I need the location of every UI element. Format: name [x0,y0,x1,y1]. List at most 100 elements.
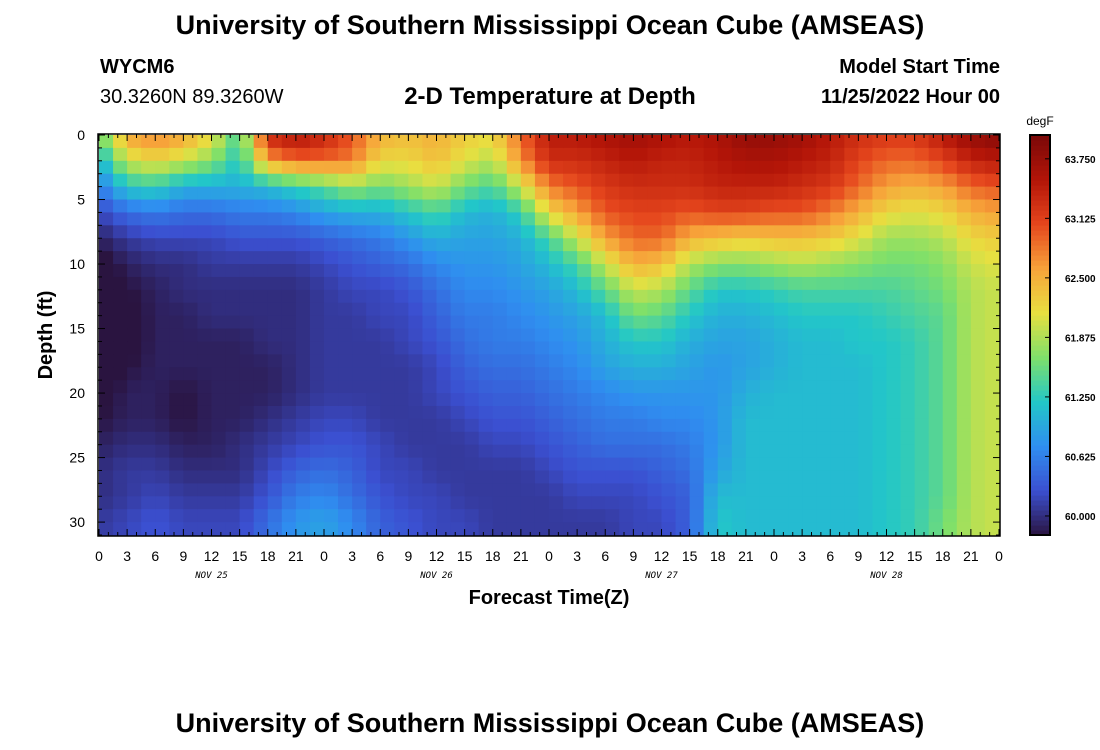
heatmap-cell [394,212,409,226]
heatmap-cell [183,470,199,484]
heatmap-cell [422,199,438,214]
heatmap-cell [563,457,578,472]
heatmap-cell [774,341,789,355]
heatmap-cell [366,522,381,536]
heatmap-cell [900,160,916,175]
colorbar-segment [1030,220,1050,226]
heatmap-cell [816,483,831,497]
heatmap-cell [534,264,550,278]
heatmap-cell [703,496,719,510]
heatmap-cell [577,302,592,317]
heatmap-cell [324,302,339,317]
heatmap-cell [802,470,817,484]
heatmap-cell [366,212,381,226]
heatmap-cell [113,251,128,265]
heatmap-cell [506,354,522,368]
heatmap-cell [914,354,930,368]
heatmap-cell [478,418,494,433]
heatmap-cell [563,341,578,355]
heatmap-cell [394,302,409,317]
heatmap-cell [506,225,522,239]
heatmap-cell [436,341,452,355]
heatmap-cell [759,225,775,239]
heatmap-cell [436,457,452,472]
heatmap-cell [169,225,184,239]
heatmap-cell [774,418,789,433]
heatmap-cell [647,147,663,162]
heatmap-cell [759,135,775,149]
heatmap-cell [689,354,705,368]
heatmap-cell [197,212,213,226]
heatmap-cell [408,431,424,446]
day-label: NOV 27 [644,571,678,581]
heatmap-cell [858,199,874,214]
heatmap-cell [534,367,550,381]
heatmap-cell [872,147,888,162]
heatmap-cell [324,367,339,381]
heatmap-cell [492,315,508,330]
heatmap-cell [99,264,114,278]
heatmap-cell [970,186,986,201]
heatmap-cell [464,264,480,278]
heatmap-cell [956,444,972,459]
heatmap-cell [141,341,156,355]
heatmap-cell [338,431,353,446]
heatmap-cell [717,418,733,433]
colorbar-segment [1030,275,1050,281]
heatmap-cell [661,225,677,239]
heatmap-cell [183,135,199,149]
x-tick-label: 15 [907,548,923,564]
heatmap-cell [549,431,564,446]
heatmap-cell [619,496,634,510]
heatmap-cell [633,380,649,394]
heatmap-cell [506,405,522,420]
heatmap-cell [183,522,199,536]
heatmap-cell [394,341,409,355]
heatmap-cell [324,444,339,459]
colorbar-segment [1030,285,1050,291]
heatmap-cell [394,522,409,536]
heatmap-cell [872,444,888,459]
heatmap-cell [914,444,930,459]
heatmap-cell [183,418,199,433]
heatmap-cell [689,302,705,317]
heatmap-cell [352,418,367,433]
heatmap-cell [520,405,536,420]
heatmap-cell [492,147,508,162]
heatmap-cell [422,225,438,239]
heatmap-cell [549,328,564,343]
heatmap-cell [984,509,1000,523]
heatmap-cell [914,276,930,291]
heatmap-cell [99,238,114,252]
heatmap-cell [647,509,663,523]
heatmap-cell [352,315,367,330]
heatmap-cell [141,496,156,510]
heatmap-cell [816,509,831,523]
heatmap-cell [141,483,156,497]
heatmap-cell [506,457,522,472]
heatmap-cell [492,328,508,343]
heatmap-cell [872,212,888,226]
heatmap-cell [900,341,916,355]
heatmap-cell [211,315,227,330]
heatmap-cell [127,418,142,433]
heatmap-cell [872,276,888,291]
heatmap-cell [745,135,761,149]
heatmap-cell [956,328,972,343]
heatmap-cell [816,431,831,446]
heatmap-cell [197,328,213,343]
colorbar-segment [1030,445,1050,451]
heatmap-cell [731,212,747,226]
heatmap-cell [478,405,494,420]
heatmap-cell [352,380,367,394]
heatmap-cell [689,186,705,201]
y-tick-label: 10 [69,256,85,272]
heatmap-cell [253,405,269,420]
heatmap-cell [239,147,255,162]
heatmap-cell [239,225,255,239]
heatmap-cell [661,328,677,343]
heatmap-cell [942,341,958,355]
heatmap-cell [225,522,241,536]
heatmap-cell [352,302,367,317]
heatmap-cell [324,522,339,536]
